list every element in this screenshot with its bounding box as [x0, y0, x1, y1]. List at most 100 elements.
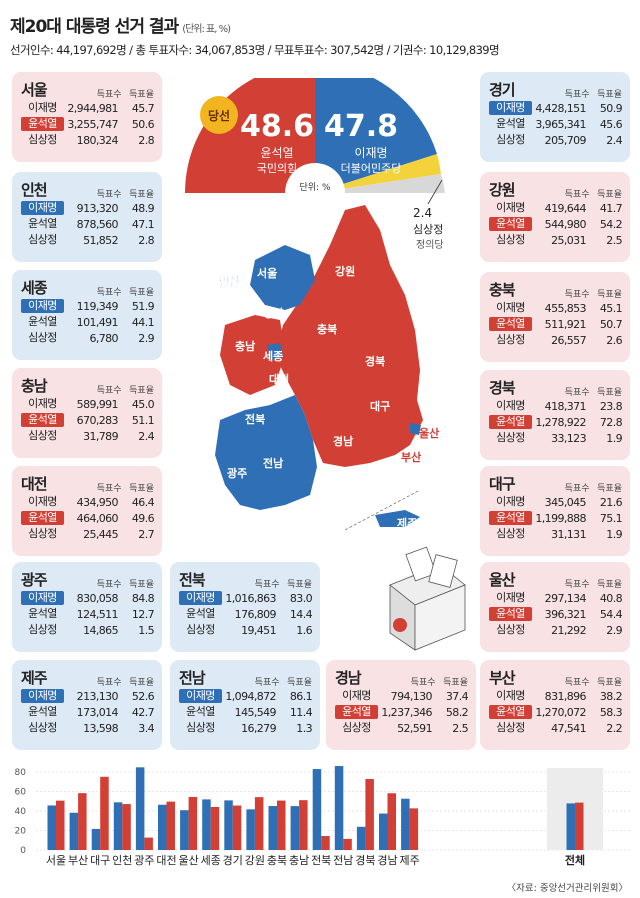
candidate-row: 이재명 213,130 52.6 — [21, 688, 155, 704]
region-card: 경북 득표수 득표율 이재명 418,371 23.8 윤석열 1,278,922 72.8 심상… — [480, 370, 630, 460]
vote-rate: 46.4 — [131, 495, 155, 509]
national-result-gauge: 당선 48.6 윤석열 국민의힘 47.8 이재명 더불어민주당 단위: % — [175, 78, 465, 208]
x-tick-label: 경남 — [377, 854, 397, 867]
vote-rate: 45.7 — [131, 101, 155, 115]
region-card: 서울 득표수 득표율 이재명 2,944,981 45.7 윤석열 3,255,747 50.6… — [12, 72, 162, 162]
bar-lee — [379, 813, 388, 850]
candidate-name: 심상정 — [496, 133, 525, 146]
map-sejong-blue — [267, 343, 283, 361]
candidate-row: 심상정 19,451 1.6 — [179, 622, 312, 638]
map-label: 부산 — [401, 450, 421, 464]
bar-yoon — [343, 838, 352, 850]
map-label: 인천 — [219, 274, 239, 288]
x-tick-label: 경기 — [223, 854, 243, 867]
map-label: 충남 — [235, 339, 255, 353]
vote-count: 19,451 — [241, 623, 276, 637]
vote-count: 145,549 — [234, 705, 277, 719]
vote-count: 124,511 — [76, 607, 119, 621]
region-name: 충북 — [489, 281, 516, 299]
candidate-name: 윤석열 — [489, 415, 532, 429]
vote-rate: 2.9 — [138, 331, 154, 345]
sim-party: 정의당 — [416, 240, 444, 251]
vote-count: 173,014 — [76, 705, 119, 719]
unit-note: (단위: 표, %) — [182, 24, 231, 35]
rate-header: 득표율 — [597, 90, 622, 100]
candidate-name: 심상정 — [28, 429, 57, 442]
vote-count: 464,060 — [76, 511, 119, 525]
bar-yoon — [277, 800, 286, 850]
vote-rate: 48.9 — [131, 201, 155, 215]
yoon-half — [185, 78, 315, 193]
candidate-name: 이재명 — [489, 101, 532, 115]
region-card: 경기 득표수 득표율 이재명 4,428,151 50.9 윤석열 3,965,341 45.6… — [480, 72, 630, 162]
vote-count: 213,130 — [76, 689, 119, 703]
candidate-name: 심상정 — [496, 333, 525, 346]
rate-header: 득표율 — [129, 386, 154, 396]
candidate-name: 심상정 — [496, 721, 525, 734]
candidate-row: 이재명 419,644 41.7 — [489, 200, 622, 216]
candidate-name: 윤석열 — [21, 117, 64, 131]
vote-rate: 2.4 — [606, 133, 622, 147]
candidate-row: 윤석열 3,255,747 50.6 — [21, 116, 155, 132]
region-name: 인천 — [21, 181, 48, 199]
region-card: 광주 득표수 득표율 이재명 830,058 84.8 윤석열 124,511 12.7 심상정 1… — [12, 562, 162, 652]
region-card: 울산 득표수 득표율 이재명 297,134 40.8 윤석열 396,321 54.4 심상정 2… — [480, 562, 630, 652]
bar-lee — [180, 810, 189, 850]
sim-leader-line — [427, 179, 443, 205]
region-name: 경기 — [489, 81, 516, 99]
votes-header: 득표수 — [564, 580, 590, 590]
x-tick-label: 서울 — [46, 854, 66, 867]
candidate-name: 윤석열 — [21, 511, 64, 525]
map-label: 광주 — [227, 467, 247, 480]
region-card: 대구 득표수 득표율 이재명 345,045 21.6 윤석열 1,199,888 75.1 심상… — [480, 466, 630, 556]
candidate-name: 이재명 — [496, 201, 525, 214]
vote-rate: 41.7 — [599, 201, 623, 215]
candidate-name: 윤석열 — [28, 607, 57, 620]
vote-count: 47,541 — [551, 721, 586, 735]
vote-rate: 47.1 — [131, 217, 155, 231]
vote-rate: 14.4 — [289, 607, 313, 621]
votes-header: 득표수 — [254, 678, 280, 688]
candidate-row: 심상정 205,709 2.4 — [489, 132, 622, 148]
x-tick-label: 전북 — [311, 854, 331, 867]
candidate-row: 심상정 33,123 1.9 — [489, 430, 622, 446]
map-east-red — [275, 205, 423, 467]
bar-lee — [202, 799, 211, 850]
vote-count: 16,279 — [241, 721, 276, 735]
bar-lee — [113, 802, 123, 850]
candidate-row: 윤석열 1,237,346 58.2 — [335, 704, 469, 720]
vote-count: 419,644 — [544, 201, 587, 215]
map-southwest-blue — [215, 395, 317, 510]
candidate-row: 윤석열 670,283 51.1 — [21, 412, 155, 428]
bar-lee — [334, 766, 344, 850]
rate-header: 득표율 — [597, 190, 622, 200]
rate-header: 득표율 — [129, 484, 154, 494]
vote-rate: 45.6 — [599, 117, 623, 131]
vote-rate: 3.4 — [138, 721, 154, 735]
vote-count: 31,789 — [83, 429, 118, 443]
votes-header: 득표수 — [564, 290, 590, 300]
vote-rate: 2.6 — [606, 333, 622, 347]
vote-count: 670,283 — [76, 413, 119, 427]
x-tick-label: 제주 — [399, 854, 419, 867]
candidate-row: 이재명 830,058 84.8 — [21, 590, 155, 606]
rate-header: 득표율 — [597, 580, 622, 590]
candidate-row: 이재명 1,016,863 83.0 — [179, 590, 313, 606]
rate-header: 득표율 — [443, 678, 468, 688]
region-name: 전남 — [179, 669, 206, 687]
candidate-row: 심상정 25,445 2.7 — [21, 526, 154, 542]
vote-rate: 2.4 — [138, 429, 154, 443]
vote-count: 2,944,981 — [67, 101, 118, 115]
vote-rate: 1.5 — [138, 623, 154, 637]
vote-count: 418,371 — [544, 399, 587, 413]
vote-rate: 2.8 — [138, 133, 154, 147]
region-name: 전북 — [179, 571, 206, 589]
vote-rate: 84.8 — [131, 591, 155, 605]
vote-rate: 38.2 — [599, 689, 623, 703]
map-gyeonggi-blue — [250, 245, 315, 310]
vote-count: 297,134 — [544, 591, 587, 605]
vote-rate: 50.7 — [599, 317, 623, 331]
vote-count: 14,865 — [83, 623, 118, 637]
candidate-row: 윤석열 1,270,072 58.3 — [489, 704, 623, 720]
bar-lee — [268, 806, 277, 850]
